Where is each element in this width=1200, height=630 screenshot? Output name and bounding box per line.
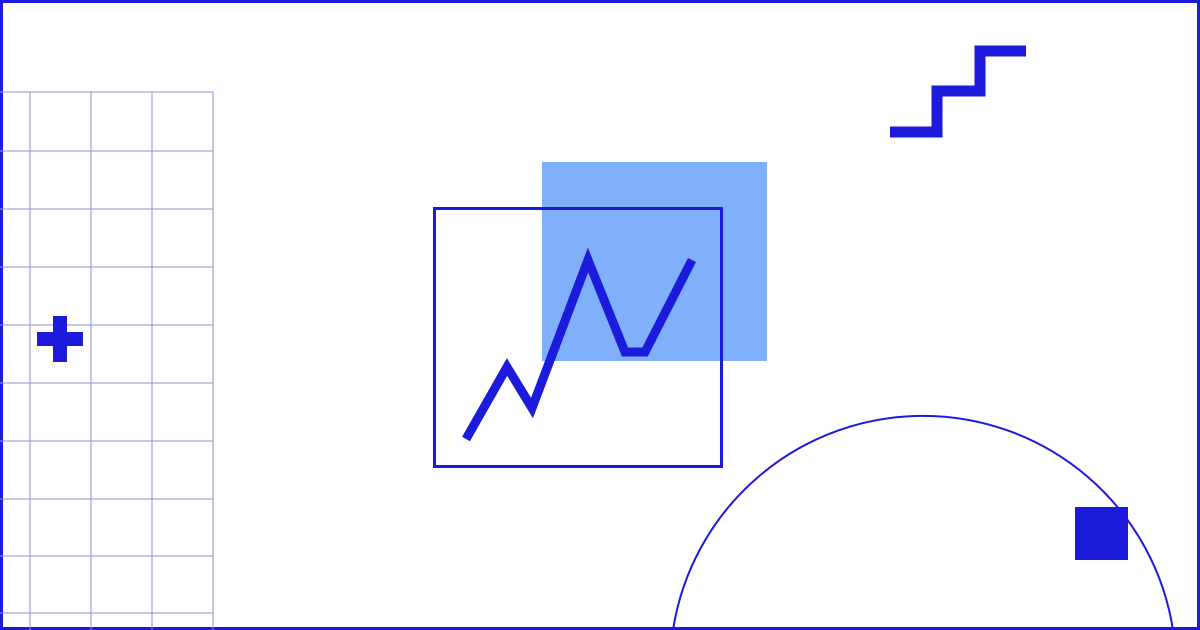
large-arc [672, 414, 1174, 630]
staircase-icon [890, 45, 1026, 138]
chart-frame [433, 207, 723, 468]
trend-line-icon [462, 247, 697, 442]
grid-panel [0, 91, 214, 630]
plus-icon [37, 316, 83, 362]
square-icon [1075, 507, 1128, 560]
